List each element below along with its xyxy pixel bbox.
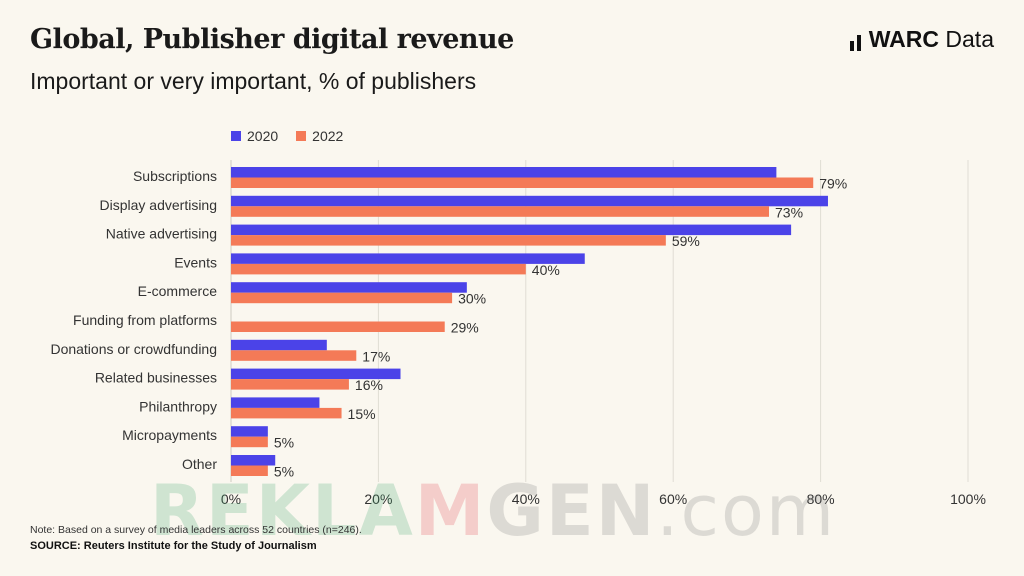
category-label: Events: [174, 254, 217, 270]
data-label: 79%: [819, 176, 847, 192]
legend-swatch-2020: [231, 131, 241, 141]
chart-subtitle: Important or very important, % of publis…: [30, 68, 477, 94]
category-label: Philanthropy: [139, 398, 217, 414]
legend-label-2020: 2020: [247, 128, 279, 144]
category-label: Subscriptions: [133, 168, 217, 184]
data-label: 40%: [532, 262, 560, 278]
bar-2020: [231, 253, 585, 264]
bar-2022: [231, 379, 349, 390]
bar-2022: [231, 321, 445, 332]
x-tick-label: 100%: [950, 491, 986, 507]
category-label: Donations or crowdfunding: [50, 341, 217, 357]
data-label: 15%: [348, 406, 376, 422]
bar-2022: [231, 206, 770, 217]
bar-2020: [231, 224, 792, 236]
bar-2022: [231, 436, 268, 448]
bar-2022: [231, 465, 268, 476]
bar-2020: [231, 368, 401, 380]
bar-2020: [231, 426, 268, 437]
bar-2022: [231, 350, 357, 361]
x-tick-label: 60%: [659, 491, 687, 507]
data-label: 16%: [355, 377, 383, 393]
data-label: 73%: [775, 204, 803, 220]
x-tick-label: 0%: [221, 491, 241, 507]
category-label: E-commerce: [138, 283, 218, 299]
category-label: Related businesses: [95, 370, 217, 386]
x-tick-label: 40%: [512, 491, 540, 507]
x-tick-label: 20%: [364, 491, 392, 507]
bar-2020: [231, 455, 276, 466]
bar-2020: [231, 282, 467, 293]
source-line: SOURCE: Reuters Institute for the Study …: [30, 540, 317, 552]
bar-2020: [231, 195, 828, 207]
chart-title: Global, Publisher digital revenue: [30, 24, 514, 55]
chart-legend: 2020 2022: [231, 128, 343, 144]
legend-swatch-2022: [296, 131, 307, 141]
brand-logo: WARC Data: [849, 26, 994, 53]
category-label: Native advertising: [106, 226, 217, 242]
data-label: 5%: [274, 464, 294, 480]
legend-item-2022: 2022: [296, 128, 343, 144]
category-label: Micropayments: [122, 427, 217, 443]
bar-2020: [231, 397, 320, 408]
bar-2020: [231, 339, 327, 351]
data-label: 59%: [672, 233, 700, 249]
bar-2022: [231, 235, 666, 246]
data-label: 5%: [274, 435, 294, 451]
legend-label-2022: 2022: [312, 128, 344, 144]
brand-name: WARC Data: [868, 26, 994, 52]
data-label: 17%: [362, 348, 390, 364]
footnote: Note: Based on a survey of media leaders…: [30, 524, 362, 536]
bar-2020: [231, 167, 777, 178]
bar-2022: [231, 263, 526, 275]
data-label: 30%: [458, 291, 486, 307]
bar-2022: [231, 177, 814, 188]
category-label: Other: [182, 456, 217, 472]
category-label: Display advertising: [100, 197, 218, 213]
x-tick-label: 80%: [807, 491, 835, 507]
data-label: 29%: [451, 320, 479, 336]
category-label: Funding from platforms: [73, 312, 217, 328]
bar-2022: [231, 407, 342, 419]
legend-item-2020: 2020: [231, 128, 278, 144]
bars-logo-icon: [849, 29, 861, 51]
bar-2022: [231, 292, 453, 304]
